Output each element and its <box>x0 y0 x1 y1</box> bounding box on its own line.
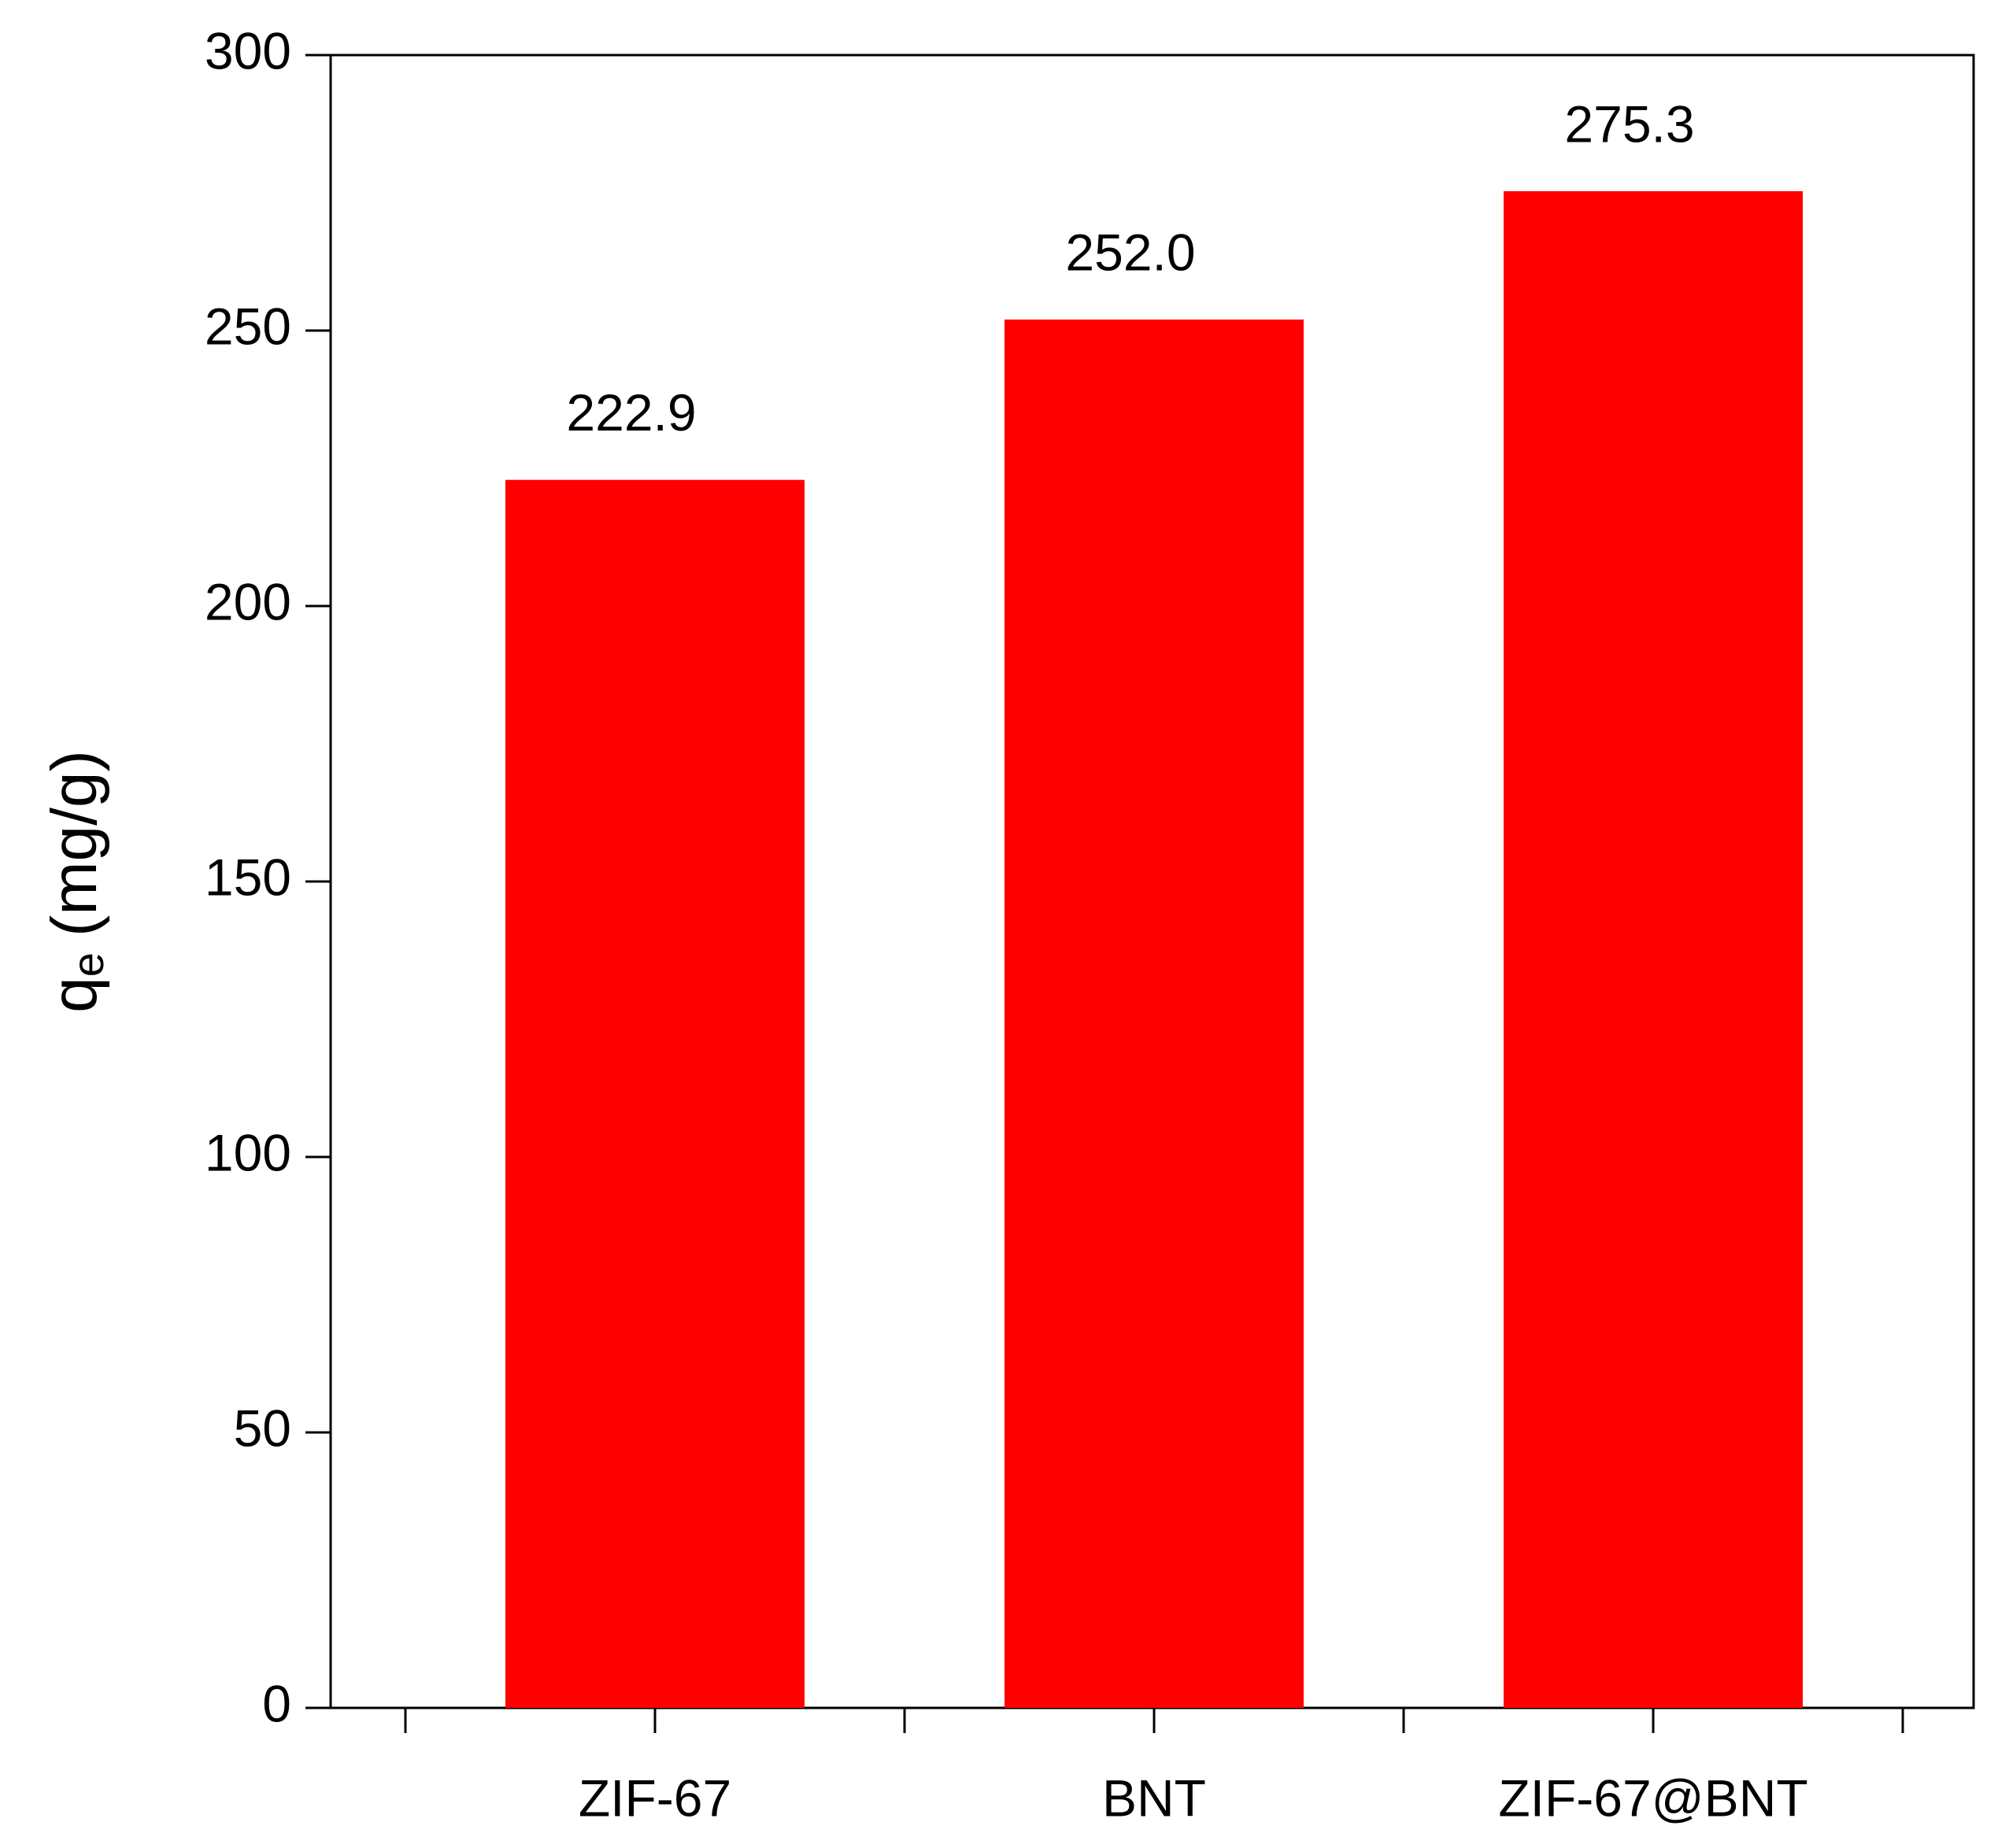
value-label: 252.0 <box>1065 223 1195 281</box>
y-tick-label: 150 <box>205 848 291 906</box>
y-axis-label: qe (mg/g) <box>39 750 113 1013</box>
y-tick-label: 100 <box>205 1123 291 1181</box>
bar <box>1504 190 1803 1708</box>
y-tick-label: 0 <box>262 1674 291 1732</box>
x-tick-label: ZIF-67@BNT <box>1498 1769 1807 1827</box>
y-tick-label: 300 <box>205 21 291 79</box>
bar <box>1005 320 1304 1708</box>
y-label-main: q <box>39 977 110 1013</box>
y-tick-label: 250 <box>205 297 291 355</box>
bar <box>505 479 805 1709</box>
y-tick-label: 200 <box>205 572 291 630</box>
y-tick-label: 50 <box>234 1399 291 1457</box>
x-tick-label: ZIF-67 <box>579 1769 731 1827</box>
y-label-unit: (mg/g) <box>39 750 110 937</box>
value-label: 222.9 <box>566 383 696 442</box>
y-label-sub: e <box>63 952 113 977</box>
value-label: 275.3 <box>1564 94 1694 153</box>
x-tick-label: BNT <box>1102 1769 1206 1827</box>
